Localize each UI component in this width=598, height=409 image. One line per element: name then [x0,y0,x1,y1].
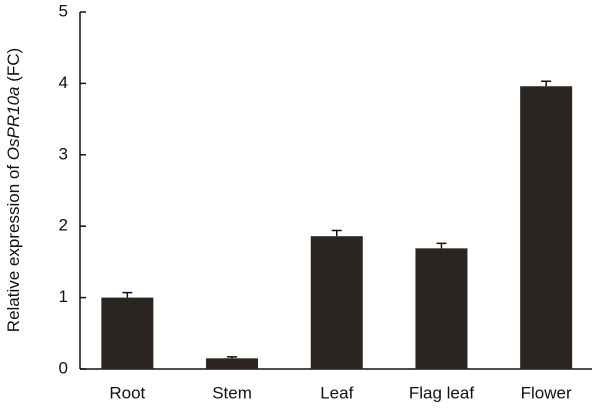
bar [415,248,468,369]
y-tick-label: 0 [59,358,68,377]
y-label-part: OsPR10a [4,87,23,161]
y-tick-label: 3 [59,144,68,163]
x-tick-label: Root [109,383,145,402]
bar [310,236,363,369]
bar [520,86,573,370]
bar [206,358,259,369]
y-tick-label: 5 [59,1,68,20]
y-axis-label: Relative expression of OsPR10a (FC) [4,48,23,332]
y-tick-label: 2 [59,216,68,235]
x-tick-label: Leaf [320,383,353,402]
x-tick-label: Stem [212,383,252,402]
y-tick-label: 1 [59,287,68,306]
y-label-part: Relative expression of [4,160,23,332]
y-label-part: (FC) [4,48,23,87]
x-tick-label: Flag leaf [409,383,474,402]
bar [101,297,154,369]
x-tick-label: Flower [521,383,572,402]
y-tick-label: 4 [59,73,68,92]
